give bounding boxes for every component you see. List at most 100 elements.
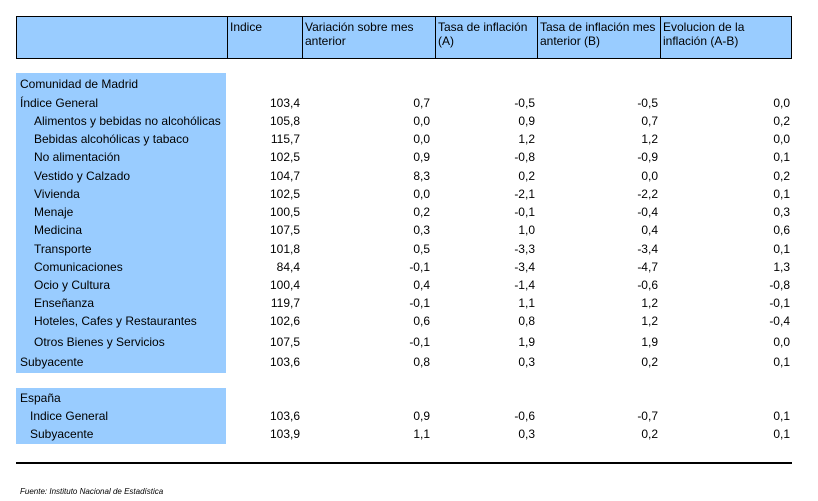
row-label: Índice General [20, 96, 99, 110]
header-col-tasa-b: Tasa de inflación mes anterior (B) [540, 20, 656, 48]
cell-tasa-a: -0,6 [514, 409, 535, 423]
cell-tasa-a: -0,5 [514, 96, 535, 110]
cell-indice: 102,5 [269, 150, 300, 164]
header-divider [302, 17, 303, 58]
cell-evolucion: 0,1 [773, 427, 790, 441]
cell-tasa-b: -4,7 [637, 260, 658, 274]
row-label: Transporte [34, 242, 92, 256]
cell-tasa-a: 0,2 [518, 169, 535, 183]
section-title-espana: España [20, 391, 61, 405]
cell-tasa-a: 0,3 [518, 355, 535, 369]
row-label: Otros Bienes y Servicios [34, 335, 165, 349]
cell-tasa-a: -0,1 [514, 205, 535, 219]
cell-variacion: -0,1 [409, 260, 430, 274]
cell-indice: 102,6 [269, 314, 300, 328]
table-header: Indice Variación sobre mes anterior Tasa… [16, 16, 792, 59]
cell-tasa-b: 1,9 [641, 335, 658, 349]
cell-tasa-b: -0,7 [637, 409, 658, 423]
cell-tasa-a: 1,2 [518, 132, 535, 146]
cell-variacion: 0,9 [413, 409, 430, 423]
cell-tasa-a: 1,9 [518, 335, 535, 349]
cell-tasa-b: -0,4 [637, 205, 658, 219]
header-col-tasa-a: Tasa de inflación (A) [438, 20, 528, 48]
cell-evolucion: 0,2 [773, 169, 790, 183]
header-divider [227, 17, 228, 58]
row-label: Bebidas alcohólicas y tabaco [34, 132, 189, 146]
header-col-indice: Indice [230, 20, 263, 34]
cell-variacion: 0,5 [413, 242, 430, 256]
cell-variacion: 0,4 [413, 278, 430, 292]
cell-indice: 103,4 [269, 96, 300, 110]
cell-indice: 101,8 [269, 242, 300, 256]
cell-tasa-b: -0,5 [637, 96, 658, 110]
cell-evolucion: -0,1 [769, 296, 790, 310]
cell-tasa-a: 1,0 [518, 223, 535, 237]
cell-tasa-b: -2,2 [637, 187, 658, 201]
cell-evolucion: 0,1 [773, 355, 790, 369]
espana-label-panel [16, 388, 226, 444]
cell-tasa-a: 0,3 [518, 427, 535, 441]
header-divider [435, 17, 436, 58]
cell-indice: 107,5 [269, 335, 300, 349]
cell-indice: 104,7 [269, 169, 300, 183]
cell-tasa-a: -0,8 [514, 150, 535, 164]
source-note: Fuente: Instituto Nacional de Estadístic… [20, 487, 164, 496]
cell-evolucion: 0,6 [773, 223, 790, 237]
cell-variacion: -0,1 [409, 296, 430, 310]
header-col-variacion: Variación sobre mes anterior [305, 20, 414, 48]
row-label: Medicina [34, 223, 83, 237]
cell-variacion: 8,3 [413, 169, 430, 183]
cell-indice: 115,7 [270, 132, 300, 146]
cell-indice: 119,7 [270, 296, 300, 310]
cell-variacion: 0,8 [413, 355, 430, 369]
cell-variacion: -0,1 [409, 335, 430, 349]
cell-tasa-b: 0,7 [641, 114, 658, 128]
header-divider [537, 17, 538, 58]
cell-variacion: 0,2 [413, 205, 430, 219]
cell-evolucion: 0,1 [773, 409, 790, 423]
cell-tasa-b: -0,6 [637, 278, 658, 292]
cell-tasa-a: 1,1 [518, 296, 535, 310]
cell-variacion: 0,0 [413, 114, 430, 128]
row-label: Vivienda [34, 187, 80, 201]
cell-indice: 107,5 [269, 223, 300, 237]
cell-tasa-b: 1,2 [641, 132, 658, 146]
row-label: Enseñanza [34, 296, 95, 310]
row-label: Alimentos y bebidas no alcohólicas [34, 114, 221, 128]
row-label: Subyacente [30, 427, 94, 441]
cell-indice: 84,4 [276, 260, 300, 274]
row-label: Menaje [34, 205, 74, 219]
cell-indice: 103,9 [269, 427, 300, 441]
cell-tasa-b: 0,0 [641, 169, 658, 183]
cell-tasa-b: 0,4 [641, 223, 658, 237]
cell-indice: 105,8 [269, 114, 300, 128]
row-label: Subyacente [20, 355, 84, 369]
madrid-label-panel [16, 73, 226, 373]
cell-tasa-b: 1,2 [641, 314, 658, 328]
row-label: Vestido y Calzado [34, 169, 131, 183]
cell-variacion: 1,1 [413, 427, 430, 441]
bottom-rule [16, 462, 792, 464]
cell-tasa-a: 0,8 [518, 314, 535, 328]
cell-tasa-b: 0,2 [641, 355, 658, 369]
row-label: Hoteles, Cafes y Restaurantes [34, 314, 197, 328]
cell-evolucion: 1,3 [773, 260, 790, 274]
header-col-evolucion: Evolucion de la inflación (A-B) [663, 20, 745, 48]
cell-evolucion: -0,8 [769, 278, 790, 292]
cell-variacion: 0,0 [413, 132, 430, 146]
cell-evolucion: -0,4 [769, 314, 790, 328]
cell-evolucion: 0,0 [773, 335, 790, 349]
cell-evolucion: 0,1 [773, 242, 790, 256]
cell-tasa-b: 1,2 [641, 296, 658, 310]
cell-variacion: 0,3 [413, 223, 430, 237]
cell-tasa-b: 0,2 [641, 427, 658, 441]
cell-tasa-b: -0,9 [637, 150, 658, 164]
cell-variacion: 0,9 [413, 150, 430, 164]
row-label: Comunicaciones [34, 260, 123, 274]
section-title-madrid: Comunidad de Madrid [20, 77, 139, 91]
cell-variacion: 0,0 [413, 187, 430, 201]
cell-evolucion: 0,1 [773, 150, 790, 164]
cell-evolucion: 0,0 [773, 96, 790, 110]
cell-indice: 100,5 [269, 205, 300, 219]
cell-indice: 103,6 [269, 355, 300, 369]
